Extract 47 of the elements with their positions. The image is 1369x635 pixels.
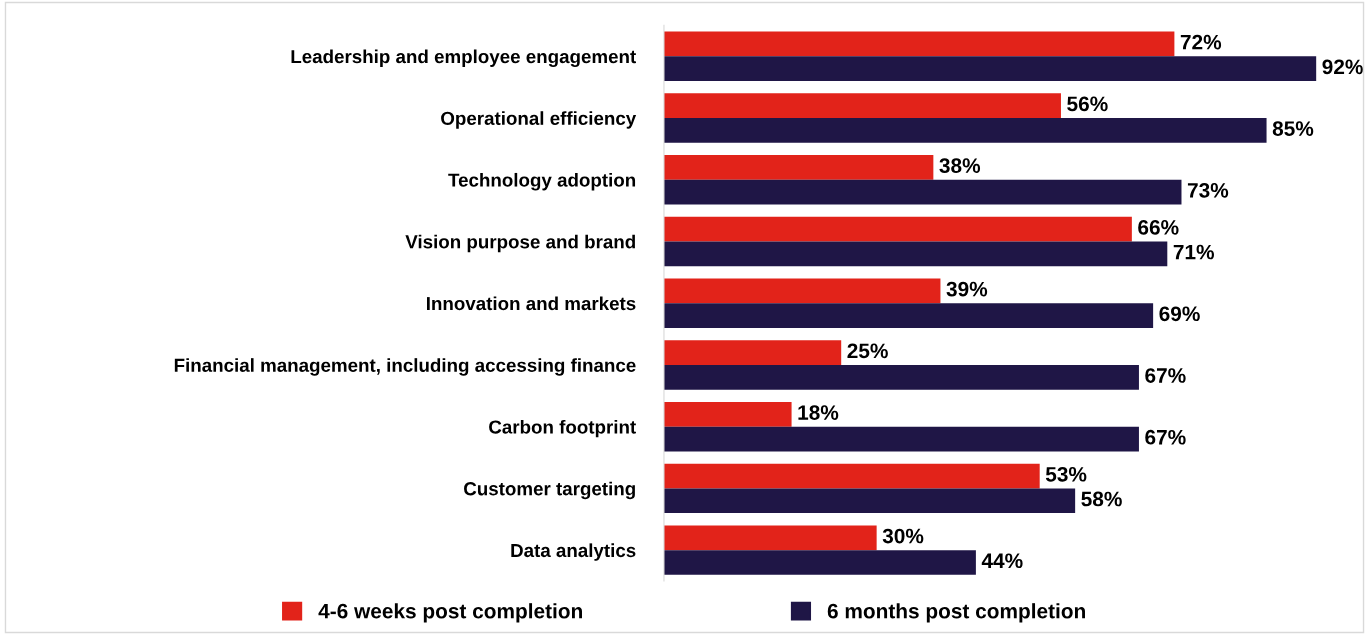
data-label: 69%	[1159, 306, 1200, 322]
bar	[663, 118, 1267, 143]
data-label: 71%	[1173, 244, 1215, 260]
data-label: 72%	[1180, 34, 1222, 50]
bar	[663, 364, 1139, 390]
data-label: 92%	[1322, 59, 1363, 75]
bar	[663, 488, 1076, 514]
bar	[663, 31, 1175, 57]
legend-label: 4-6 weeks post completion	[318, 603, 582, 623]
data-label: 73%	[1187, 182, 1229, 198]
bar	[663, 340, 842, 365]
bar	[663, 93, 1061, 118]
bar	[663, 155, 934, 180]
bar	[663, 241, 1168, 267]
y-tick-label: Leadership and employee engagement	[291, 49, 636, 68]
y-tick-label: Innovation and markets	[427, 296, 636, 311]
data-label: 44%	[981, 553, 1023, 569]
bar	[663, 278, 941, 304]
y-tick-label: Vision purpose and brand	[405, 234, 635, 253]
data-label: 85%	[1272, 121, 1314, 136]
bar	[663, 303, 1154, 328]
y-tick-label: Data analytics	[511, 543, 636, 561]
data-label: 38%	[939, 158, 981, 174]
data-label: 67%	[1145, 429, 1186, 445]
data-label: 30%	[882, 528, 924, 544]
legend-label: 6 months post completion	[827, 603, 1085, 623]
y-tick-label: Customer targeting	[464, 481, 635, 500]
bar	[663, 550, 976, 575]
data-label: 53%	[1045, 466, 1087, 482]
bar	[663, 401, 792, 427]
data-label: 25%	[847, 343, 888, 359]
y-tick-label: Carbon footprint	[489, 419, 636, 438]
data-label: 56%	[1067, 96, 1108, 112]
bar	[663, 179, 1182, 205]
bar	[663, 216, 1132, 242]
bar	[663, 56, 1317, 81]
data-label: 18%	[798, 405, 839, 420]
y-tick-label: Financial management, including accessing finance	[174, 358, 636, 376]
y-tick-label: Technology adoption	[448, 172, 636, 191]
y-tick-label: Operational efficiency	[441, 111, 637, 129]
data-label: 67%	[1145, 368, 1186, 383]
bar	[663, 426, 1139, 452]
data-label: 39%	[946, 281, 988, 297]
bar	[663, 525, 877, 551]
data-label: 66%	[1138, 219, 1179, 235]
data-label: 58%	[1081, 491, 1122, 507]
bar	[663, 463, 1040, 489]
